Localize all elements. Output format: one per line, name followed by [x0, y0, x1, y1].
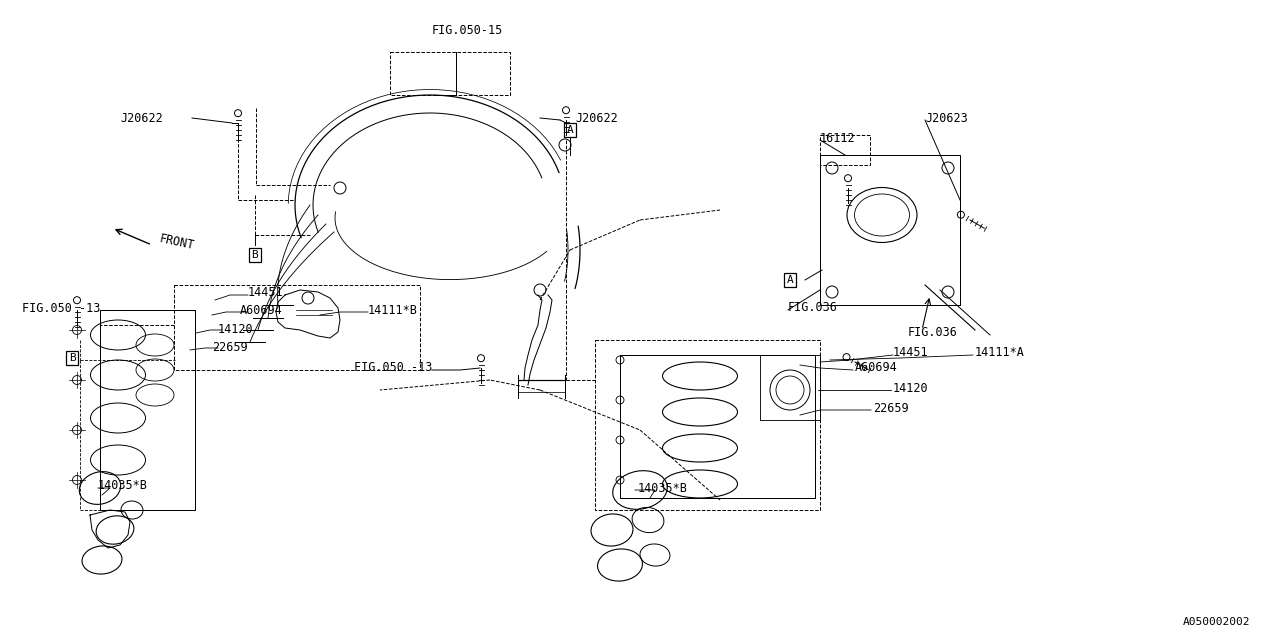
Text: 22659: 22659	[212, 340, 247, 353]
Text: A60694: A60694	[241, 303, 283, 317]
Text: FIG.036: FIG.036	[908, 326, 957, 339]
Text: FRONT: FRONT	[157, 232, 196, 252]
Text: J20622: J20622	[575, 111, 618, 125]
Text: A60694: A60694	[855, 360, 897, 374]
Text: A: A	[787, 275, 794, 285]
Text: A050002002: A050002002	[1183, 617, 1251, 627]
Text: 14035*B: 14035*B	[99, 479, 148, 492]
Text: FIG.050 -13: FIG.050 -13	[22, 301, 100, 314]
Text: FIG.050-15: FIG.050-15	[433, 24, 503, 36]
Text: 16112: 16112	[820, 131, 855, 145]
Text: B: B	[252, 250, 259, 260]
Text: FIG.036: FIG.036	[788, 301, 838, 314]
Text: 14120: 14120	[893, 381, 928, 394]
Text: 14111*B: 14111*B	[369, 303, 417, 317]
Text: A: A	[567, 125, 573, 135]
Text: FIG.050 -13: FIG.050 -13	[353, 360, 433, 374]
Text: J20623: J20623	[925, 111, 968, 125]
Text: 14035*B: 14035*B	[637, 481, 687, 495]
Text: 22659: 22659	[873, 401, 909, 415]
Text: B: B	[69, 353, 76, 363]
Text: J20622: J20622	[120, 111, 163, 125]
Text: 14451: 14451	[893, 346, 928, 358]
Text: 14111*A: 14111*A	[975, 346, 1025, 358]
Text: 14120: 14120	[218, 323, 253, 335]
Text: 14451: 14451	[248, 285, 284, 298]
